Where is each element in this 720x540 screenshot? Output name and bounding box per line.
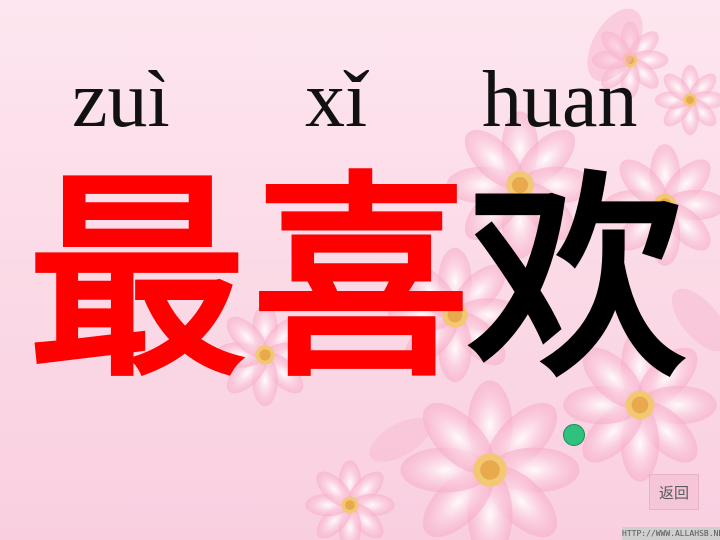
pinyin-huan: huan [482, 56, 638, 144]
character-huan: 欢 [468, 154, 686, 407]
pinyin-zui: zuì [72, 56, 170, 144]
pinyin-xi: xǐ [305, 56, 368, 144]
back-button[interactable]: 返回 [649, 474, 699, 510]
character-xi: 喜 [252, 154, 470, 407]
character-zui: 最 [28, 154, 246, 407]
watermark-text: HTTP://WWW.ALLAHSB.NET [622, 527, 720, 540]
green-dot-marker[interactable] [563, 424, 585, 446]
